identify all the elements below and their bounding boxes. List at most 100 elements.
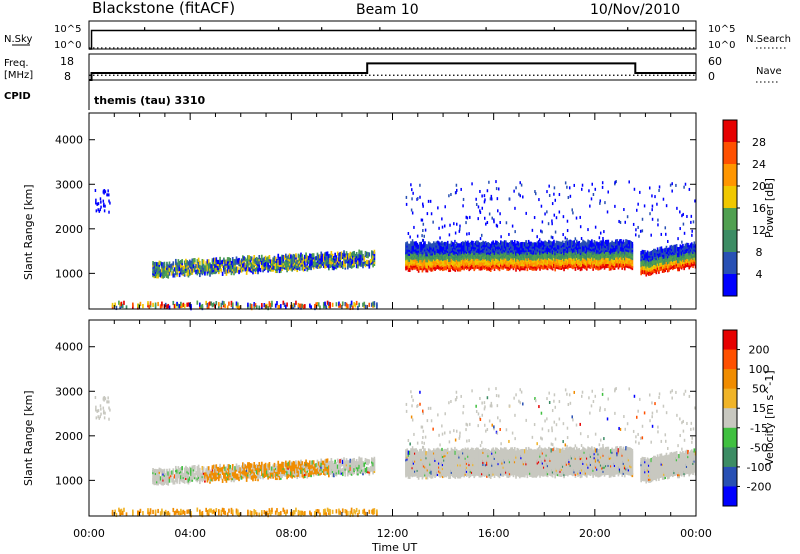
power-cell	[371, 250, 373, 255]
velocity-cell	[298, 473, 301, 478]
power-cell	[210, 264, 213, 269]
power-cell	[309, 253, 311, 258]
power-cell	[376, 302, 378, 307]
power-cell	[481, 241, 483, 247]
power-cell	[623, 242, 626, 247]
power-point	[519, 194, 522, 198]
power-cell	[310, 305, 312, 310]
power-point	[550, 235, 553, 239]
power-point	[483, 200, 486, 204]
power-cell	[254, 257, 257, 263]
power-point	[579, 215, 581, 219]
power-point	[592, 192, 595, 196]
velocity-cell	[224, 476, 226, 481]
power-cell	[247, 255, 249, 260]
velocity-cell	[243, 463, 245, 468]
velocity-cell	[287, 461, 290, 466]
cpid-value: themis (tau) 3310	[94, 94, 206, 107]
velocity-cell	[268, 472, 271, 477]
power-cell	[325, 251, 328, 256]
power-cell	[186, 272, 189, 277]
power-cell	[212, 261, 215, 266]
velocity-cell	[167, 471, 170, 476]
power-cell	[258, 305, 261, 310]
power-point	[455, 191, 457, 195]
velocity-cell	[242, 462, 244, 467]
power-cell	[302, 267, 305, 272]
velocity-cell	[273, 462, 276, 468]
power-cell	[477, 240, 479, 245]
power-cell	[300, 252, 302, 257]
power-cell	[279, 266, 282, 271]
power-point	[455, 183, 458, 187]
power-point	[508, 197, 511, 201]
power-point	[103, 209, 106, 213]
power-cell	[363, 255, 366, 260]
power-cell	[166, 261, 168, 266]
power-cell	[549, 240, 551, 245]
power-point	[548, 193, 551, 197]
power-point	[96, 202, 99, 206]
power-point	[489, 197, 492, 201]
power-cell	[507, 242, 510, 247]
power-cell	[341, 260, 344, 266]
power-point	[422, 229, 424, 233]
power-cell	[678, 246, 680, 252]
power-cell	[458, 243, 460, 248]
power-cell	[263, 256, 266, 262]
power-point	[619, 220, 622, 224]
power-cell	[411, 241, 414, 247]
power-cell	[364, 250, 367, 256]
power-point	[485, 222, 487, 226]
velocity-cell	[156, 475, 158, 480]
power-cell	[330, 256, 333, 262]
velocity-cell	[286, 463, 288, 468]
power-cell	[224, 259, 226, 264]
power-point	[508, 232, 510, 236]
power-cell	[314, 260, 316, 266]
power-point	[573, 183, 576, 187]
power-cell	[622, 239, 625, 244]
power-cell	[352, 305, 354, 310]
velocity-cell	[273, 472, 276, 478]
power-point	[588, 189, 590, 193]
velocity-cell	[224, 466, 226, 471]
velocity-cell	[307, 472, 310, 478]
power-cell	[167, 274, 170, 279]
velocity-cell	[152, 476, 154, 481]
power-cell	[664, 247, 667, 253]
power-point	[691, 233, 693, 237]
power-cell	[593, 240, 596, 245]
velocity-cell	[210, 475, 213, 480]
power-point	[459, 224, 461, 228]
power-cell	[450, 240, 453, 245]
velocity-cell	[257, 475, 259, 480]
power-cell	[240, 258, 243, 263]
power-point	[547, 222, 550, 226]
power-cell	[201, 303, 204, 309]
power-cell	[212, 302, 215, 307]
power-point	[106, 193, 109, 197]
power-point	[519, 181, 521, 185]
power-cell	[445, 242, 448, 247]
nsky-tick-top-right: 10^5	[708, 24, 735, 35]
power-point	[456, 188, 458, 192]
velocity-cell	[243, 469, 245, 474]
power-cell	[455, 241, 458, 247]
power-cell	[640, 251, 643, 256]
power-cell	[243, 262, 245, 267]
power-cell	[156, 268, 158, 273]
power-cell	[252, 258, 254, 263]
power-point	[429, 199, 432, 203]
power-cell	[340, 251, 343, 256]
power-cell	[568, 239, 570, 245]
velocity-cell	[221, 478, 224, 483]
power-cell	[336, 251, 339, 256]
power-cell	[338, 253, 340, 258]
velocity-cell	[207, 466, 210, 471]
power-point	[496, 224, 499, 228]
power-cell	[268, 255, 271, 260]
power-point	[495, 180, 497, 184]
power-cell	[214, 263, 216, 269]
